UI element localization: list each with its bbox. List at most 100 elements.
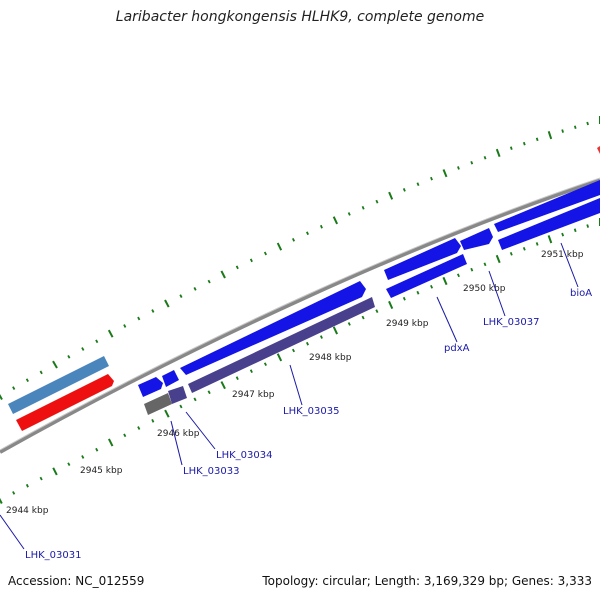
outer-track-minor-tick — [95, 339, 99, 344]
outer-track-minor-tick — [375, 199, 379, 204]
outer-track-minor-tick — [179, 294, 183, 299]
outer-track-minor-tick — [319, 224, 323, 229]
topology-summary: Topology: circular; Length: 3,169,329 bp… — [262, 574, 592, 588]
inner-track-minor-tick — [305, 341, 310, 346]
scale-label: 2947 kbp — [232, 390, 275, 400]
inner-track-major-tick — [495, 254, 501, 264]
feature-blue-bioa-1 — [494, 180, 600, 232]
scale-labels: 2944 kbp 2945 kbp 2946 kbp 2947 kbp 2948 kbp… — [6, 250, 584, 516]
inner-track-minor-tick — [470, 267, 474, 272]
inner-track-major-tick — [220, 381, 226, 390]
inner-track-major-tick — [442, 276, 448, 286]
inner-track-minor-tick — [535, 242, 539, 246]
inner-track-minor-tick — [347, 322, 351, 326]
inner-track-minor-tick — [179, 404, 183, 409]
accession-text: Accession: NC_012559 — [8, 574, 145, 588]
inner-track-minor-tick — [137, 426, 141, 430]
inner-track-major-tick — [108, 438, 114, 447]
inner-track-minor-tick — [263, 362, 267, 367]
outer-track-minor-tick — [123, 324, 127, 328]
outer-track-major-tick — [220, 270, 226, 279]
inner-track-minor-tick — [430, 284, 434, 289]
inner-track-minor-tick — [375, 309, 379, 313]
inner-track-minor-tick — [123, 433, 127, 438]
map-title: Laribacter hongkongensis HLHK9, complete… — [115, 9, 485, 25]
feature-steel-bar — [8, 356, 109, 414]
gene-label: bioA — [570, 288, 592, 299]
inner-track-minor-tick — [291, 348, 296, 353]
outer-track-minor-tick — [483, 155, 487, 160]
feature-blue-small-1 — [138, 377, 163, 397]
outer-track-minor-tick — [207, 279, 211, 284]
outer-track-minor-tick — [430, 176, 433, 181]
inner-track-minor-tick — [39, 476, 43, 481]
outer-track-major-tick — [0, 393, 3, 400]
gene-label: LHK_03033 — [183, 466, 239, 477]
inner-tick-track — [0, 218, 600, 504]
scale-label: 2949 kbp — [386, 319, 429, 329]
outer-track-minor-tick — [193, 286, 197, 291]
gene-leader-line — [436, 296, 458, 343]
outer-track-minor-tick — [305, 231, 310, 236]
feature-blue-pdxa-1 — [384, 238, 461, 280]
outer-track-major-tick — [107, 329, 114, 338]
outer-track-minor-tick — [402, 188, 406, 192]
outer-track-major-tick — [547, 130, 553, 140]
outer-track-major-tick — [164, 299, 170, 308]
feature-blue-small-2 — [162, 370, 179, 387]
outer-track-minor-tick — [416, 182, 420, 187]
outer-track-major-tick — [276, 242, 283, 251]
gene-leader-line — [185, 411, 216, 450]
inner-track-major-tick — [547, 235, 553, 244]
inner-track-major-tick — [276, 353, 283, 362]
inner-track-minor-tick — [456, 273, 460, 278]
outer-track-minor-tick — [509, 146, 513, 150]
scale-label: 2944 kbp — [6, 506, 49, 516]
inner-track-minor-tick — [67, 462, 71, 467]
outer-tick-track — [0, 116, 600, 400]
outer-track-minor-tick — [12, 386, 16, 390]
inner-track-major-tick — [52, 467, 58, 476]
gene-label: LHK_03034 — [216, 450, 272, 461]
inner-track-minor-tick — [483, 262, 487, 267]
inner-track-minor-tick — [509, 251, 513, 256]
gene-label: LHK_03035 — [283, 406, 339, 417]
scale-label: 2951 kbp — [541, 250, 584, 260]
inner-track-minor-tick — [249, 369, 253, 373]
inner-track-minor-tick — [522, 246, 526, 251]
inner-track-minor-tick — [95, 447, 99, 452]
outer-track-minor-tick — [263, 251, 267, 256]
inner-track-minor-tick — [319, 335, 323, 339]
outer-track-minor-tick — [561, 129, 564, 133]
feature-blue-long-1 — [180, 281, 366, 375]
outer-track-minor-tick — [470, 160, 474, 165]
outer-track-minor-tick — [535, 137, 539, 142]
gene-labels: LHK_03031 LHK_03033 LHK_03034 LHK_03035 pdxA… — [0, 242, 592, 561]
inner-track-minor-tick — [193, 397, 197, 402]
feature-blue-pdxa-2 — [386, 254, 467, 298]
inner-track-minor-tick — [25, 483, 29, 488]
inner-track-minor-tick — [81, 455, 85, 459]
scale-label: 2946 kbp — [157, 429, 200, 439]
outer-track-minor-tick — [573, 125, 577, 129]
outer-track-minor-tick — [361, 205, 365, 210]
inner-track-minor-tick — [561, 232, 565, 237]
gene-leader-line — [289, 364, 303, 406]
outer-track-minor-tick — [457, 166, 460, 170]
gene-label: LHK_03031 — [25, 550, 81, 561]
inner-track-major-tick — [332, 326, 339, 335]
outer-track-major-tick — [332, 216, 339, 225]
inner-track-minor-tick — [235, 376, 239, 380]
outer-track-minor-tick — [81, 347, 85, 351]
outer-track-minor-tick — [151, 309, 155, 313]
inner-track-minor-tick — [416, 290, 420, 295]
feature-blue-bioa-2 — [498, 198, 600, 250]
feature-purple-small — [168, 386, 187, 404]
outer-track-minor-tick — [39, 370, 43, 375]
inner-track-major-tick — [388, 300, 394, 310]
outer-track-major-tick — [52, 360, 58, 369]
inner-track-minor-tick — [151, 419, 155, 423]
inner-track-major-tick — [164, 409, 170, 418]
scale-label: 2950 kbp — [463, 284, 506, 294]
